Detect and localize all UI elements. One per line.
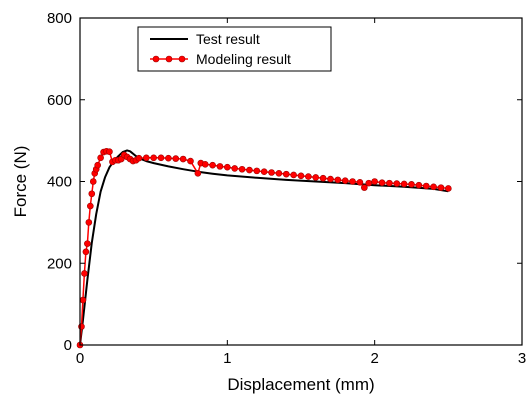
modeling-result-point: [82, 248, 90, 256]
y-tick-label: 400: [47, 174, 72, 191]
modeling-result-point: [253, 167, 261, 175]
modeling-result-point: [150, 154, 157, 162]
modeling-result-point: [106, 148, 113, 155]
x-tick-label: 2: [370, 350, 378, 367]
modeling-result-point: [87, 202, 94, 210]
modeling-result-point: [365, 179, 373, 187]
legend-label: Test result: [196, 31, 260, 47]
modeling-result-point: [290, 171, 297, 179]
modeling-result-point: [445, 185, 452, 192]
y-tick-label: 600: [47, 92, 72, 109]
y-tick-label: 800: [47, 10, 72, 27]
modeling-result-point: [422, 182, 430, 190]
modeling-result-point: [231, 165, 238, 172]
modeling-result-point: [209, 161, 216, 169]
modeling-result-point: [297, 172, 305, 180]
modeling-result-point: [361, 184, 368, 191]
modeling-result-point: [187, 157, 194, 165]
modeling-result-point: [327, 175, 334, 183]
modeling-result-point: [341, 177, 349, 184]
y-axis-title: Force (N): [11, 146, 30, 218]
modeling-result-point: [408, 181, 415, 188]
modeling-result-point: [319, 174, 327, 182]
modeling-result-point: [386, 179, 393, 187]
modeling-result-point: [238, 165, 246, 173]
legend-marker: [152, 55, 160, 63]
modeling-result-point: [81, 270, 88, 277]
x-tick-label: 3: [518, 350, 526, 367]
modeling-result-point: [268, 169, 275, 176]
modeling-result-point: [165, 154, 172, 162]
series-line-modeling-result: [79, 150, 449, 346]
modeling-result-point: [400, 180, 408, 188]
modeling-result-point: [94, 161, 101, 169]
modeling-result-point: [415, 181, 423, 189]
modeling-result-point: [143, 154, 150, 162]
legend: Test result Modeling result: [137, 26, 332, 72]
modeling-result-point: [89, 178, 97, 185]
modeling-result-point: [305, 173, 312, 180]
legend-marker: [165, 55, 173, 63]
modeling-result-point: [135, 154, 143, 162]
modeling-result-point: [334, 176, 342, 184]
modeling-result-point: [260, 168, 268, 175]
modeling-result-point: [275, 170, 283, 177]
modeling-result-point: [79, 296, 87, 304]
legend-box: [137, 26, 332, 72]
legend-label: Modeling result: [196, 51, 291, 67]
modeling-result-point: [172, 155, 180, 162]
x-tick-label: 1: [223, 350, 231, 367]
x-tick-label: 0: [76, 350, 84, 367]
modeling-result-point: [88, 190, 96, 198]
modeling-result-point: [216, 163, 224, 170]
modeling-result-point: [84, 240, 91, 247]
modeling-result-point: [349, 178, 356, 185]
modeling-result-point: [378, 179, 386, 187]
modeling-result-point: [201, 161, 209, 168]
modeling-result-point: [356, 179, 364, 186]
modeling-result-point: [179, 155, 187, 163]
series-line-test-result: [79, 149, 449, 346]
x-axis-title: Displacement (mm): [227, 375, 374, 394]
modeling-result-point: [97, 154, 104, 162]
y-tick-label: 200: [47, 255, 72, 272]
modeling-result-point: [157, 154, 165, 162]
modeling-result-point: [224, 163, 231, 171]
modeling-result-point: [430, 183, 437, 191]
legend-marker: [178, 55, 186, 63]
modeling-result-point: [194, 170, 202, 177]
modeling-result-point: [437, 184, 445, 191]
modeling-result-point: [85, 219, 93, 226]
modeling-result-point: [246, 166, 253, 174]
modeling-result-point: [282, 170, 290, 178]
y-tick-label: 0: [64, 337, 72, 354]
modeling-result-point: [78, 323, 85, 330]
modeling-result-point: [371, 178, 378, 185]
modeling-result-point: [393, 180, 401, 187]
modeling-result-point: [312, 174, 320, 181]
